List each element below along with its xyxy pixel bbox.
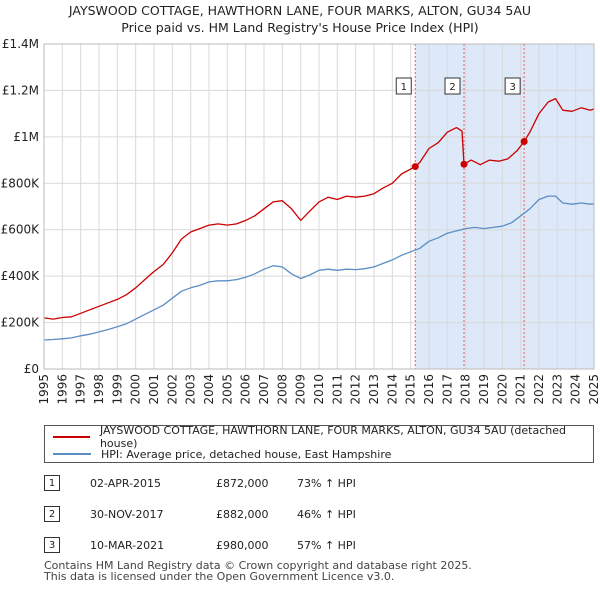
- ownership-shade: [524, 44, 594, 369]
- sale-marker-label: 2: [449, 82, 455, 93]
- legend-swatch-property: [53, 436, 90, 438]
- x-tick-label: 1995: [37, 374, 51, 405]
- chart-title: JAYSWOOD COTTAGE, HAWTHORN LANE, FOUR MA…: [0, 2, 600, 36]
- ownership-shade: [464, 44, 525, 369]
- ownership-shade: [415, 44, 465, 369]
- y-tick-label: £400K: [1, 269, 41, 283]
- x-tick-label: 1996: [55, 374, 69, 405]
- x-tick-label: 1997: [74, 374, 88, 405]
- sale-number: 3: [44, 537, 60, 553]
- sale-number: 1: [44, 475, 60, 491]
- hpi-line: [43, 195, 595, 341]
- legend-label-property: JAYSWOOD COTTAGE, HAWTHORN LANE, FOUR MA…: [99, 424, 566, 450]
- sale-row: 1 02-APR-2015 £872,000 73% ↑ HPI: [44, 475, 544, 493]
- sale-date: 02-APR-2015: [90, 477, 162, 490]
- sale-marker-box: [395, 77, 412, 95]
- x-tick-label: 2020: [495, 374, 509, 405]
- property-price-line: [43, 97, 595, 320]
- sale-marker-label: 3: [509, 82, 515, 93]
- y-tick-label: £1.2M: [2, 83, 39, 97]
- sale-number: 2: [44, 506, 60, 522]
- x-tick-label: 2015: [404, 374, 418, 405]
- x-tick-label: 2022: [532, 374, 546, 405]
- x-tick-label: 2002: [165, 374, 179, 405]
- x-tick-label: 2006: [239, 374, 253, 405]
- x-tick-label: 2018: [459, 374, 473, 405]
- y-tick-label: £200K: [1, 316, 41, 330]
- x-tick-label: 2017: [440, 374, 454, 405]
- sale-marker-box: [444, 77, 461, 95]
- legend-item-property: JAYSWOOD COTTAGE, HAWTHORN LANE, FOUR MA…: [53, 424, 593, 450]
- sale-hpi-change: 73% ↑ HPI: [297, 477, 356, 490]
- x-tick-label: 2014: [385, 374, 399, 405]
- sale-marker-label: 1: [401, 82, 407, 93]
- legend: JAYSWOOD COTTAGE, HAWTHORN LANE, FOUR MA…: [44, 424, 594, 463]
- x-tick-label: 2007: [257, 374, 271, 405]
- legend-label-hpi: HPI: Average price, detached house, East…: [101, 447, 392, 461]
- x-tick-label: 2016: [422, 374, 436, 405]
- legend-swatch-hpi: [53, 453, 91, 455]
- x-tick-label: 2024: [569, 374, 583, 405]
- sale-date: 30-NOV-2017: [90, 508, 164, 521]
- sale-row: 3 10-MAR-2021 £980,000 57% ↑ HPI: [44, 537, 544, 555]
- y-tick-label: £800K: [1, 176, 41, 190]
- sale-price: £882,000: [216, 508, 269, 521]
- x-tick-label: 2011: [330, 374, 344, 405]
- x-tick-label: 2000: [129, 374, 143, 405]
- x-tick-label: 2005: [220, 374, 234, 405]
- x-tick-label: 2008: [275, 374, 289, 405]
- y-tick-label: £600K: [1, 223, 41, 237]
- footer: Contains HM Land Registry data © Crown c…: [44, 560, 472, 582]
- x-tick-label: 2019: [477, 374, 491, 405]
- x-tick-label: 1999: [110, 374, 124, 405]
- x-tick-label: 2010: [312, 374, 326, 405]
- x-tick-label: 2004: [202, 374, 216, 405]
- y-tick-label: £0: [24, 362, 39, 376]
- sale-marker-box: [504, 77, 521, 95]
- x-tick-label: 2003: [184, 374, 198, 405]
- x-tick-label: 2013: [367, 374, 381, 405]
- sale-date: 10-MAR-2021: [90, 539, 165, 552]
- x-tick-label: 1998: [92, 374, 106, 405]
- x-tick-label: 2012: [349, 374, 363, 405]
- title-line-2: Price paid vs. HM Land Registry's House …: [121, 20, 479, 35]
- plot-frame: [43, 43, 595, 370]
- sale-point: [460, 160, 468, 168]
- footer-copyright: Contains HM Land Registry data © Crown c…: [44, 559, 472, 572]
- x-tick-label: 2023: [550, 374, 564, 405]
- sale-hpi-change: 57% ↑ HPI: [297, 539, 356, 552]
- footer-licence: This data is licensed under the Open Gov…: [44, 570, 395, 583]
- sale-point: [520, 138, 528, 145]
- title-line-1: JAYSWOOD COTTAGE, HAWTHORN LANE, FOUR MA…: [68, 3, 532, 18]
- x-tick-label: 2001: [147, 374, 161, 405]
- sale-row: 2 30-NOV-2017 £882,000 46% ↑ HPI: [44, 506, 544, 524]
- y-tick-label: £1.4M: [2, 37, 39, 51]
- x-tick-label: 2009: [294, 374, 308, 405]
- x-tick-label: 2021: [514, 374, 528, 405]
- x-tick-label: 2025: [587, 374, 600, 405]
- price-chart: £0 £200K £400K £600K £800K £1M £1.2M £1.4M 1995 1…: [1, 37, 600, 405]
- sale-point: [411, 163, 419, 171]
- sale-price: £872,000: [216, 477, 269, 490]
- legend-item-hpi: HPI: Average price, detached house, East…: [53, 446, 391, 462]
- y-tick-label: £1M: [13, 130, 39, 144]
- sale-hpi-change: 46% ↑ HPI: [297, 508, 356, 521]
- sale-price: £980,000: [216, 539, 269, 552]
